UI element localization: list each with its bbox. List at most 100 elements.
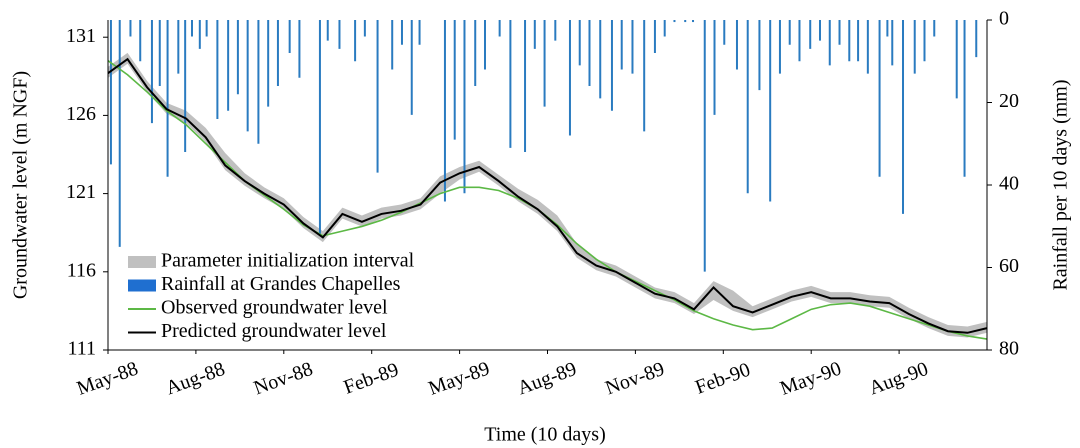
rain-bar (354, 20, 357, 62)
y-tick-label: 111 (67, 338, 96, 360)
rain-bar (216, 20, 219, 119)
legend-swatch (128, 279, 156, 292)
rain-bar (418, 20, 421, 45)
y-tick-label: 126 (66, 103, 96, 125)
rain-bar (713, 20, 716, 115)
legend-label: Rainfall at Grandes Chapelles (161, 273, 401, 295)
rain-bar (376, 20, 379, 173)
y2-tick-label: 60 (999, 255, 1019, 277)
rain-bar (818, 20, 821, 41)
rain-bar (692, 20, 695, 23)
legend: Parameter initialization intervalRainfal… (128, 250, 415, 342)
rain-bar (828, 20, 831, 66)
legend-swatch (128, 256, 156, 268)
line-layer (107, 57, 988, 340)
rain-bar (177, 20, 180, 74)
x-tick-label: Aug-88 (163, 358, 228, 400)
rain-bar (533, 20, 536, 49)
legend-label: Predicted groundwater level (161, 320, 387, 342)
rain-bar (483, 20, 486, 70)
x-tick-label: Nov-88 (251, 358, 316, 400)
rain-bar (498, 20, 501, 37)
y-tick-label: 116 (67, 259, 96, 281)
rain-bar (684, 20, 687, 23)
bar-layer (109, 20, 978, 272)
rain-bar (963, 20, 966, 177)
rain-bar (857, 20, 860, 62)
x-tick-label: Aug-89 (515, 358, 580, 400)
y2-tick-label: 40 (999, 173, 1019, 195)
rain-bar (578, 20, 581, 66)
rain-bar (463, 20, 466, 194)
rain-bar (326, 20, 329, 41)
rain-bar (769, 20, 772, 202)
y2-tick-label: 20 (999, 90, 1019, 112)
rain-bar (150, 20, 153, 124)
rain-bar (509, 20, 512, 148)
rain-bar (190, 20, 193, 37)
rain-bar (886, 20, 889, 37)
rain-bar (410, 20, 413, 115)
y2-axis-title: Rainfall per 10 days (mm) (1050, 79, 1072, 290)
rain-bar (400, 20, 403, 45)
rain-bar (663, 20, 666, 37)
y2-tick-label: 80 (999, 338, 1019, 360)
rain-bar (227, 20, 230, 111)
rain-bar (643, 20, 646, 132)
rain-bar (891, 20, 894, 66)
y-tick-label: 131 (66, 25, 96, 47)
rain-bar (588, 20, 591, 86)
rain-bar (318, 20, 321, 235)
y-axis-title: Groundwater level (m NGF) (10, 71, 32, 299)
rain-bar (453, 20, 456, 140)
rain-bar (599, 20, 602, 99)
rain-bar (758, 20, 761, 91)
rain-bar (923, 20, 926, 62)
rain-bar (288, 20, 291, 53)
x-tick-label: May-88 (74, 358, 141, 400)
rain-bar (620, 20, 623, 70)
rain-bar (139, 20, 142, 62)
x-tick-label: Nov-89 (602, 358, 667, 400)
x-tick-label: Feb-90 (692, 359, 753, 399)
rain-bar (118, 20, 121, 247)
rain-bar (746, 20, 749, 194)
rain-bar (338, 20, 341, 49)
rain-bar (158, 20, 161, 86)
rain-bar (166, 20, 169, 177)
rain-bar (955, 20, 958, 99)
x-tick-label: May-89 (426, 358, 493, 400)
rain-bar (838, 20, 841, 45)
rain-bar (276, 20, 279, 86)
axis-layer: Groundwater level (m NGF) Rainfall per 1… (10, 8, 1072, 446)
rain-bar (554, 20, 557, 41)
rain-bar (848, 20, 851, 62)
rain-bar (198, 20, 201, 49)
rain-bar (798, 20, 801, 62)
rain-bar (568, 20, 571, 136)
rain-bar (878, 20, 881, 177)
rain-bar (443, 20, 446, 202)
rain-bar (902, 20, 905, 214)
y2-tick-label: 0 (999, 8, 1009, 30)
x-tick-label: Feb-89 (341, 359, 402, 399)
rain-bar (184, 20, 187, 152)
rain-bar (933, 20, 936, 37)
rain-bar (109, 20, 112, 165)
rain-bar (205, 20, 208, 37)
rain-bar (391, 20, 394, 70)
rain-bar (543, 20, 546, 107)
series-line (107, 57, 988, 334)
rain-bar (524, 20, 527, 152)
rain-bar (246, 20, 249, 132)
rain-bar (129, 20, 132, 37)
rain-bar (735, 20, 738, 70)
rain-bar (474, 20, 477, 86)
rain-bar (703, 20, 706, 272)
x-tick-label: Aug-90 (866, 358, 931, 400)
rain-bar (236, 20, 239, 95)
rain-bar (267, 20, 270, 107)
x-tick-label: May-90 (777, 358, 844, 400)
rain-bar (809, 20, 812, 49)
